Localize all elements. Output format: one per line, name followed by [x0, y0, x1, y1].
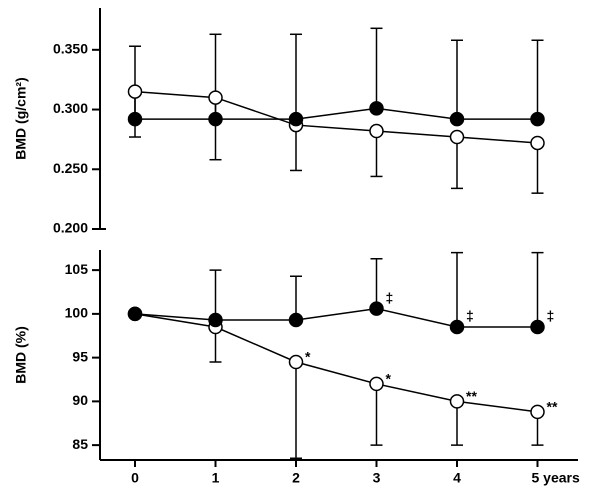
y-tick-label: 0.250 — [53, 160, 88, 176]
error-bar — [209, 33, 222, 120]
data-point — [208, 90, 223, 105]
error-bar — [129, 45, 141, 120]
error-bar — [290, 125, 302, 172]
error-bar — [290, 362, 302, 459]
error-bar — [451, 251, 463, 327]
error-bar — [451, 401, 463, 446]
data-point — [449, 129, 465, 145]
x-tick-label: 1 — [212, 470, 220, 486]
series-line — [134, 313, 538, 413]
annotation: ** — [466, 388, 477, 404]
data-point — [449, 319, 465, 335]
error-bar — [370, 258, 383, 309]
data-point — [288, 354, 304, 370]
x-tick-label: 5 years — [532, 470, 580, 486]
series-line — [134, 90, 538, 144]
x-tick-label: 0 — [131, 470, 139, 486]
data-point — [530, 319, 545, 335]
error-bar — [451, 137, 463, 190]
data-point — [127, 111, 143, 127]
y-axis-label: BMD (%) — [13, 326, 29, 384]
x-tick-label: 3 — [373, 470, 381, 486]
error-bar — [370, 383, 383, 446]
error-bar — [370, 27, 383, 109]
data-point — [369, 123, 384, 139]
annotation: ‡ — [386, 289, 394, 305]
data-point — [127, 84, 143, 99]
y-tick-label: 95 — [72, 348, 88, 364]
annotation: ‡ — [466, 308, 474, 324]
error-bar — [290, 275, 302, 320]
y-tick-label: 100 — [65, 305, 89, 321]
data-point — [449, 111, 465, 127]
data-point — [369, 301, 384, 316]
error-bar — [531, 251, 544, 327]
data-point — [530, 135, 545, 151]
x-tick-label: 2 — [292, 470, 300, 486]
y-tick-label: 0.300 — [53, 100, 88, 116]
data-point — [530, 111, 545, 127]
annotation: ‡ — [547, 308, 555, 324]
error-bar — [451, 39, 463, 120]
annotation: * — [305, 349, 311, 365]
data-point — [369, 376, 384, 392]
error-bar — [370, 131, 383, 178]
data-point — [208, 312, 223, 328]
y-tick-label: 85 — [72, 436, 88, 452]
error-bar — [209, 269, 222, 320]
data-point — [127, 306, 143, 322]
error-bar — [531, 39, 544, 120]
data-point — [449, 394, 465, 409]
data-point — [369, 101, 384, 116]
data-point — [530, 404, 545, 420]
data-point — [288, 111, 304, 127]
y-tick-label: 0.350 — [53, 41, 88, 57]
y-axis-label: BMD (g/cm²) — [13, 77, 29, 159]
y-tick-label: 0.200 — [53, 220, 88, 236]
data-point — [288, 312, 304, 328]
y-tick-label: 90 — [72, 392, 88, 408]
annotation: * — [386, 371, 392, 387]
series-line — [135, 107, 538, 120]
series-line — [134, 307, 538, 328]
x-tick-label: 4 — [453, 470, 461, 486]
error-bar — [531, 142, 544, 194]
data-point — [208, 111, 223, 127]
y-tick-label: 105 — [65, 261, 89, 277]
error-bar — [290, 33, 302, 120]
annotation: ** — [547, 399, 558, 415]
